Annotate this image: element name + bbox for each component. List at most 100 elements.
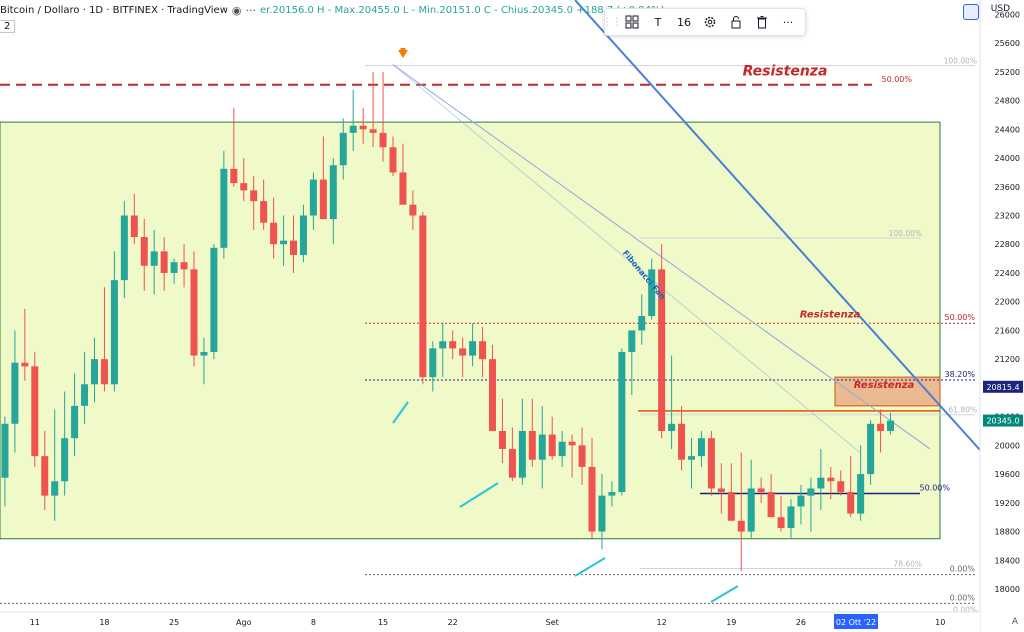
candle — [688, 438, 695, 489]
grip-icon[interactable]: ⋮⋮ — [602, 16, 622, 28]
arrow-mark[interactable] — [710, 585, 739, 603]
candle — [61, 391, 69, 496]
candle-body — [130, 215, 138, 238]
candle-body — [170, 262, 178, 273]
candle — [31, 351, 39, 467]
auto-scale-button[interactable]: A — [1011, 617, 1018, 627]
level-label: 0.00% — [950, 593, 976, 602]
candle-body — [21, 362, 29, 367]
price-axis[interactable]: 1800018400188001920019600200002040020800… — [979, 0, 1024, 632]
candle — [100, 287, 108, 392]
candle-body — [727, 492, 735, 521]
candle-body — [877, 423, 885, 431]
arrow-mark[interactable] — [459, 482, 499, 508]
y-tick-label: 19200 — [995, 499, 1020, 508]
candle-body — [459, 348, 467, 356]
price-tag-label: 20815.4 — [986, 383, 1019, 392]
lock-icon[interactable] — [723, 10, 749, 34]
arrow-mark[interactable] — [574, 557, 606, 577]
fib-label: 100.00% — [944, 57, 977, 66]
candle-body — [230, 168, 238, 184]
resistance-box[interactable] — [834, 376, 941, 407]
x-tick-label: 12 — [657, 618, 667, 627]
candle-body — [688, 456, 695, 460]
eye-icon[interactable]: ◉ — [231, 4, 242, 17]
candle — [429, 341, 437, 392]
fib-fan-line-2[interactable] — [392, 64, 861, 453]
layout-icon[interactable] — [619, 10, 645, 34]
series-count-badge[interactable]: 2 — [0, 20, 16, 33]
candle-body — [518, 430, 526, 478]
candle-body — [548, 434, 556, 457]
candle-body — [220, 168, 228, 248]
candle — [538, 405, 546, 489]
candle — [568, 434, 576, 478]
candle-body — [479, 341, 487, 360]
y-tick-label: 24800 — [995, 97, 1020, 106]
candle-body — [757, 488, 765, 493]
more-options-icon[interactable]: ··· — [782, 15, 794, 29]
candle-body — [558, 441, 566, 457]
candle — [777, 495, 785, 532]
candle — [409, 190, 417, 230]
chart-settings-icon[interactable] — [963, 4, 979, 20]
candle — [518, 398, 526, 485]
candle — [747, 459, 755, 539]
text-color-button[interactable]: T — [645, 10, 671, 34]
time-axis[interactable]: 11 18 25 Ago 8 15 22 Set 12 19 26 10 02 Ott '22 — [0, 611, 980, 632]
ohlc-values: er.20156.0 H - Max.20455.0 L - Min.20151… — [260, 5, 665, 16]
fib-label: 0.00% — [953, 605, 977, 614]
candle — [528, 398, 536, 467]
resistance-box-label: Resistenza — [854, 380, 915, 391]
candle-body — [379, 132, 387, 148]
candle-body — [697, 438, 705, 457]
candle — [797, 484, 805, 525]
currency-unit[interactable]: USD — [990, 4, 1010, 14]
chart-header: Bitcoin / Dollaro · 1D · BITFINEX · Trad… — [0, 4, 664, 17]
price-tag — [983, 380, 1023, 393]
candles-layer — [1, 71, 894, 572]
arrow-mark[interactable] — [392, 401, 409, 424]
candle — [707, 430, 715, 496]
candle-body — [747, 488, 755, 532]
drawing-toolbar: ⋮⋮ T 16 ··· — [602, 8, 806, 36]
candle-body — [309, 179, 317, 216]
candle-body — [11, 362, 19, 424]
candle — [817, 448, 825, 510]
candle-body — [190, 269, 198, 356]
downtrend-line[interactable] — [574, 0, 981, 451]
candle — [339, 118, 347, 180]
candle — [608, 481, 616, 507]
candle-body — [100, 359, 108, 385]
settings-icon[interactable] — [697, 10, 723, 34]
candle — [489, 344, 496, 431]
y-tick-label: 23200 — [995, 211, 1020, 220]
candle-body — [41, 456, 49, 496]
level-label: 50.00% — [944, 313, 975, 322]
symbol-title[interactable]: Bitcoin / Dollaro · 1D · BITFINEX · Trad… — [0, 5, 228, 16]
candle — [379, 71, 387, 162]
level-label: 50.00% — [881, 75, 912, 84]
annotation-text[interactable]: Resistenza — [800, 309, 861, 320]
annotation-text[interactable]: Resistenza — [743, 63, 828, 79]
more-icon[interactable]: ··· — [245, 4, 257, 17]
y-tick-label: 22000 — [995, 298, 1020, 307]
font-size-button[interactable]: 16 — [677, 15, 691, 29]
x-tick-label: 25 — [169, 618, 179, 627]
candle — [727, 463, 735, 521]
candle — [668, 355, 676, 449]
candle — [757, 477, 765, 503]
candle — [837, 470, 845, 496]
candle-body — [648, 269, 656, 317]
candle — [399, 143, 407, 205]
candle-body — [61, 438, 69, 482]
candle — [170, 258, 178, 284]
candle-body — [120, 215, 128, 281]
trash-icon[interactable] — [749, 10, 775, 34]
y-tick-label: 18800 — [995, 528, 1020, 537]
down-arrow-stem — [400, 48, 406, 52]
candle-body — [280, 240, 288, 245]
support-zone[interactable] — [0, 121, 941, 540]
candle — [1, 416, 9, 507]
